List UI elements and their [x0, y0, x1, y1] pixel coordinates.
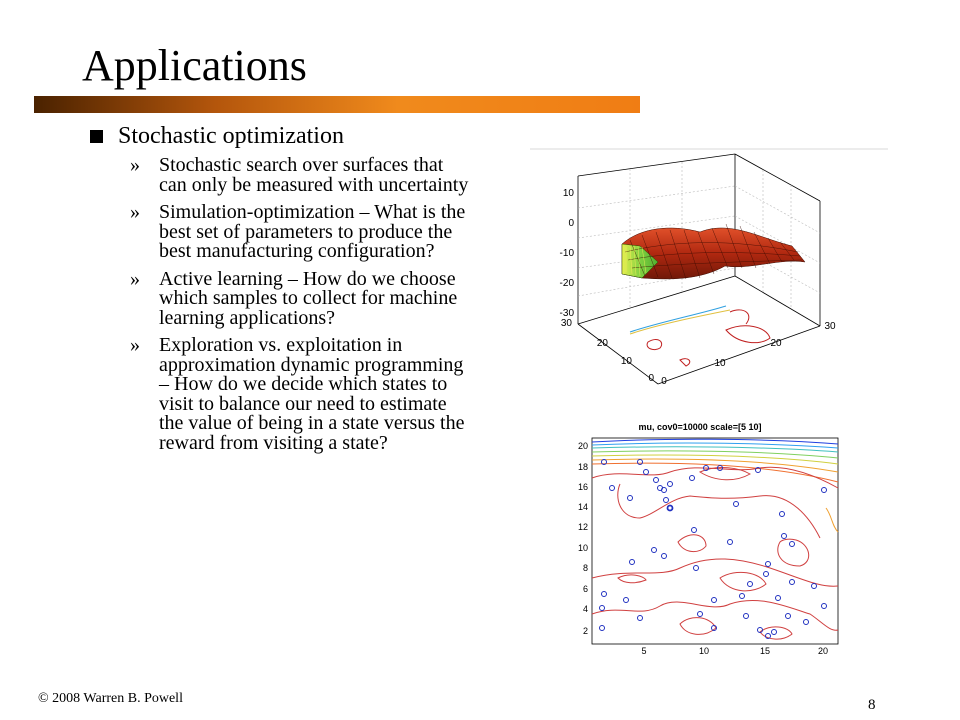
- x-tick-label: 20: [818, 646, 828, 656]
- x-tick-label: 20: [770, 338, 782, 349]
- y-tick-label: 30: [561, 318, 573, 329]
- sub-bullet-text: Simulation-optimization – What is the be…: [159, 201, 466, 262]
- y-tick-label: 20: [578, 441, 588, 451]
- sub-bullet-marker: »: [130, 201, 140, 223]
- sub-bullet-marker: »: [130, 334, 140, 356]
- z-tick-label: 10: [563, 188, 575, 199]
- contour-plot-title: mu, cov0=10000 scale=[5 10]: [638, 422, 761, 432]
- contour-plot-figure: mu, cov0=10000 scale=[5 10]: [578, 422, 839, 656]
- sub-bullet-text: Active learning – How do we choose which…: [159, 267, 458, 329]
- y-tick-label: 18: [578, 462, 588, 472]
- slide-title: Applications: [82, 41, 307, 90]
- top-contours: [591, 438, 839, 533]
- title-underline-bar: [34, 96, 640, 113]
- z-tick-label: -30: [560, 308, 575, 319]
- page-number: 8: [868, 697, 876, 713]
- y-tick-label: 10: [578, 543, 588, 553]
- contour-x-ticks: 5 10 15 20: [641, 646, 828, 656]
- z-tick-label: -20: [560, 278, 575, 289]
- sub-bullet-marker: »: [130, 267, 140, 290]
- y-tick-label: 8: [583, 563, 588, 573]
- y-tick-label: 10: [621, 356, 633, 367]
- y-tick-label: 6: [583, 584, 588, 594]
- sub-bullet-item: » Exploration vs. exploitation in approx…: [130, 334, 475, 454]
- x-tick-label: 5: [641, 646, 646, 656]
- y-tick-label: 14: [578, 502, 588, 512]
- floor-contours: [629, 305, 771, 367]
- main-bullet: Stochastic optimization: [90, 122, 344, 150]
- sub-bullet-item: » Simulation-optimization – What is the …: [130, 201, 475, 262]
- sample-points: [599, 459, 827, 639]
- y-tick-label: 12: [578, 522, 588, 532]
- contour-y-ticks: 20 18 16 14 12 10 8 6 4 2: [578, 441, 588, 636]
- x-tick-label: 15: [760, 646, 770, 656]
- box-frame: [577, 153, 821, 385]
- sub-bullet-item: » Stochastic search over surfaces that c…: [130, 154, 475, 196]
- x-axis-ticks: 0 10 20 30: [661, 321, 836, 387]
- sub-bullet-text: Stochastic search over surfaces that can…: [159, 154, 469, 196]
- y-tick-label: 16: [578, 482, 588, 492]
- y-tick-label: 20: [597, 338, 609, 349]
- surface-plot-figure: 10 0 -10 -20 -30 30 20 10 0 0 10 20 30: [530, 148, 888, 387]
- x-tick-label: 0: [661, 376, 667, 387]
- z-tick-label: 0: [568, 218, 574, 229]
- copyright-footer: © 2008 Warren B. Powell: [38, 691, 183, 706]
- x-tick-label: 30: [824, 321, 836, 332]
- x-tick-label: 10: [714, 358, 726, 369]
- y-tick-label: 0: [648, 373, 654, 384]
- sub-bullet-text: Exploration vs. exploitation in approxim…: [159, 334, 465, 454]
- y-tick-label: 4: [583, 604, 588, 614]
- y-axis-ticks: 30 20 10 0: [561, 318, 655, 384]
- red-contours: [591, 466, 839, 640]
- z-tick-label: -10: [560, 248, 575, 259]
- z-axis-ticks: 10 0 -10 -20 -30: [560, 188, 575, 319]
- sub-bullet-marker: »: [130, 154, 140, 176]
- square-bullet-icon: [90, 129, 103, 143]
- x-tick-label: 10: [699, 646, 709, 656]
- main-bullet-text: Stochastic optimization: [118, 123, 344, 149]
- y-tick-label: 2: [583, 626, 588, 636]
- sub-bullet-item: » Active learning – How do we choose whi…: [130, 267, 475, 329]
- sub-bullet-list: » Stochastic search over surfaces that c…: [130, 154, 475, 461]
- surface-mesh: [621, 223, 806, 280]
